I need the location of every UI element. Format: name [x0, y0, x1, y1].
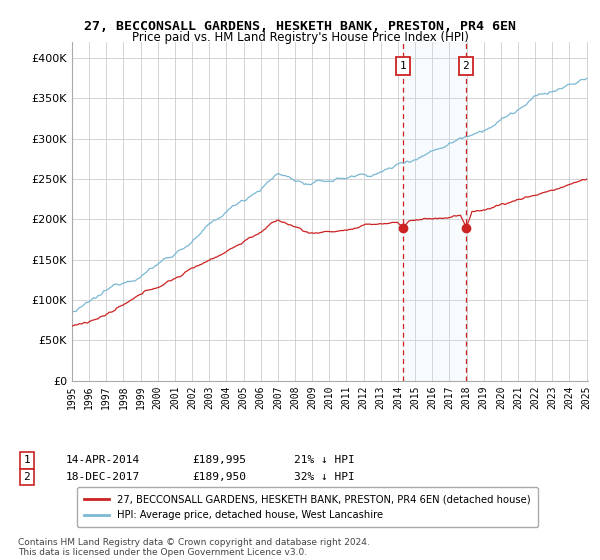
Text: 14-APR-2014: 14-APR-2014	[66, 455, 140, 465]
Text: Contains HM Land Registry data © Crown copyright and database right 2024.
This d: Contains HM Land Registry data © Crown c…	[18, 538, 370, 557]
Legend: 27, BECCONSALL GARDENS, HESKETH BANK, PRESTON, PR4 6EN (detached house), HPI: Av: 27, BECCONSALL GARDENS, HESKETH BANK, PR…	[77, 487, 538, 528]
Text: 18-DEC-2017: 18-DEC-2017	[66, 472, 140, 482]
Text: Price paid vs. HM Land Registry's House Price Index (HPI): Price paid vs. HM Land Registry's House …	[131, 31, 469, 44]
Text: 2: 2	[23, 472, 31, 482]
Text: 2: 2	[463, 61, 469, 71]
Text: £189,950: £189,950	[192, 472, 246, 482]
Bar	[403, 42, 466, 381]
Text: £189,995: £189,995	[192, 455, 246, 465]
Text: 32% ↓ HPI: 32% ↓ HPI	[294, 472, 355, 482]
Text: 27, BECCONSALL GARDENS, HESKETH BANK, PRESTON, PR4 6EN: 27, BECCONSALL GARDENS, HESKETH BANK, PR…	[84, 20, 516, 32]
Text: 1: 1	[400, 61, 406, 71]
Text: 21% ↓ HPI: 21% ↓ HPI	[294, 455, 355, 465]
Text: 1: 1	[23, 455, 31, 465]
